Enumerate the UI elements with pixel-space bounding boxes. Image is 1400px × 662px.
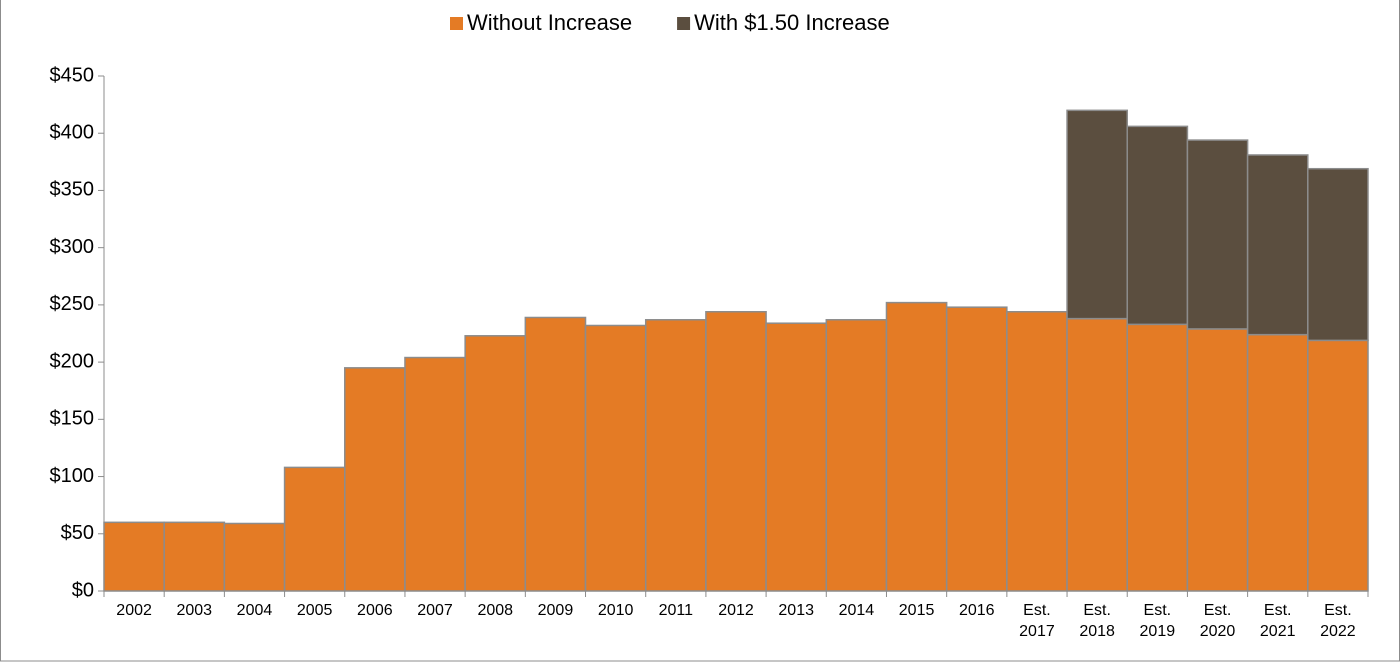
x-tick-label: 2010 [597,602,634,619]
bar [1246,154,1309,336]
x-tick-label: 2015 [898,602,935,619]
x-tick-label: Est. 2018 [1079,602,1115,640]
y-tick-label: $300 [50,236,95,258]
x-tick-label: Est. 2019 [1139,602,1176,640]
legend-swatch [450,17,463,30]
y-tick-label: $50 [61,522,94,544]
x-tick-label: 2012 [718,602,754,619]
bar [223,522,286,592]
bar [945,306,1008,592]
bar [1307,167,1369,342]
bar [464,335,527,592]
bar [644,319,707,592]
bar [404,356,466,592]
bar [283,466,346,592]
bar [1126,323,1189,592]
bar [1246,333,1309,592]
bar [825,319,888,592]
y-tick-label: $100 [50,465,95,487]
x-tick-label: 2009 [537,602,574,619]
x-tick-label: 2014 [838,602,875,619]
bar [344,367,406,592]
y-tick-label: $400 [50,122,95,144]
y-tick-label: $450 [50,64,95,86]
y-tick-label: $200 [50,350,95,372]
x-tick-label: Est. 2020 [1199,602,1236,640]
y-tick-label: $150 [50,408,95,430]
x-tick-label: Est. 2017 [1019,602,1055,640]
x-tick-label: 2008 [477,602,514,619]
x-tick-label: 2013 [778,602,814,619]
bar [1006,311,1068,592]
bar [705,311,767,592]
legend-swatch [677,17,691,30]
y-tick-label: $250 [50,293,95,315]
bar [1186,139,1249,330]
legend-label: With $1.50 Increase [694,10,890,35]
x-tick-label: 2011 [658,602,693,619]
bar [885,301,948,592]
x-tick-label: Est. 2022 [1320,602,1356,640]
bar [765,322,828,592]
bar [1066,317,1128,592]
x-tick-label: 2004 [236,602,273,619]
x-tick-label: 2007 [417,602,453,619]
x-tick-label: 2005 [296,602,333,619]
bar [1066,109,1128,320]
x-tick-label: 2002 [116,602,152,619]
x-tick-label: Est. 2021 [1259,602,1296,640]
legend-label: Without Increase [467,10,632,35]
bar [1307,339,1369,592]
y-tick-label: $0 [72,579,94,601]
bar [1186,328,1249,592]
x-tick-label: 2003 [176,602,213,619]
bar [584,324,647,592]
x-tick-label: 2006 [357,602,393,619]
bar [1126,125,1189,326]
y-tick-label: $350 [50,179,95,201]
x-tick-label: 2016 [958,602,995,619]
bar [163,521,226,592]
bar [524,316,587,592]
bar [103,521,165,592]
